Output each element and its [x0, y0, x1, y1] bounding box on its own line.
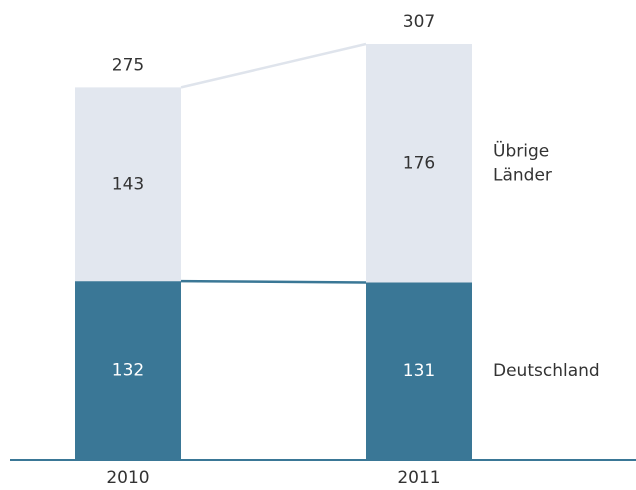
legend-label: Deutschland: [493, 361, 600, 381]
segment-label: 143: [112, 174, 144, 194]
total-label: 275: [112, 55, 144, 75]
total-label: 307: [403, 12, 435, 32]
x-tick-label: 2011: [397, 468, 440, 488]
segment-label: 131: [403, 361, 435, 381]
x-tick-label: 2010: [106, 468, 149, 488]
bar-segment: [75, 281, 181, 460]
bar-segment: [75, 87, 181, 282]
connector-line: [180, 279, 367, 284]
segment-label: 176: [403, 153, 435, 173]
legend-label: Übrige Länder: [493, 139, 552, 185]
segment-label: 132: [112, 361, 144, 381]
connector-line: [180, 42, 367, 89]
bar-segment: [366, 282, 472, 460]
bar-segment: [366, 44, 472, 283]
